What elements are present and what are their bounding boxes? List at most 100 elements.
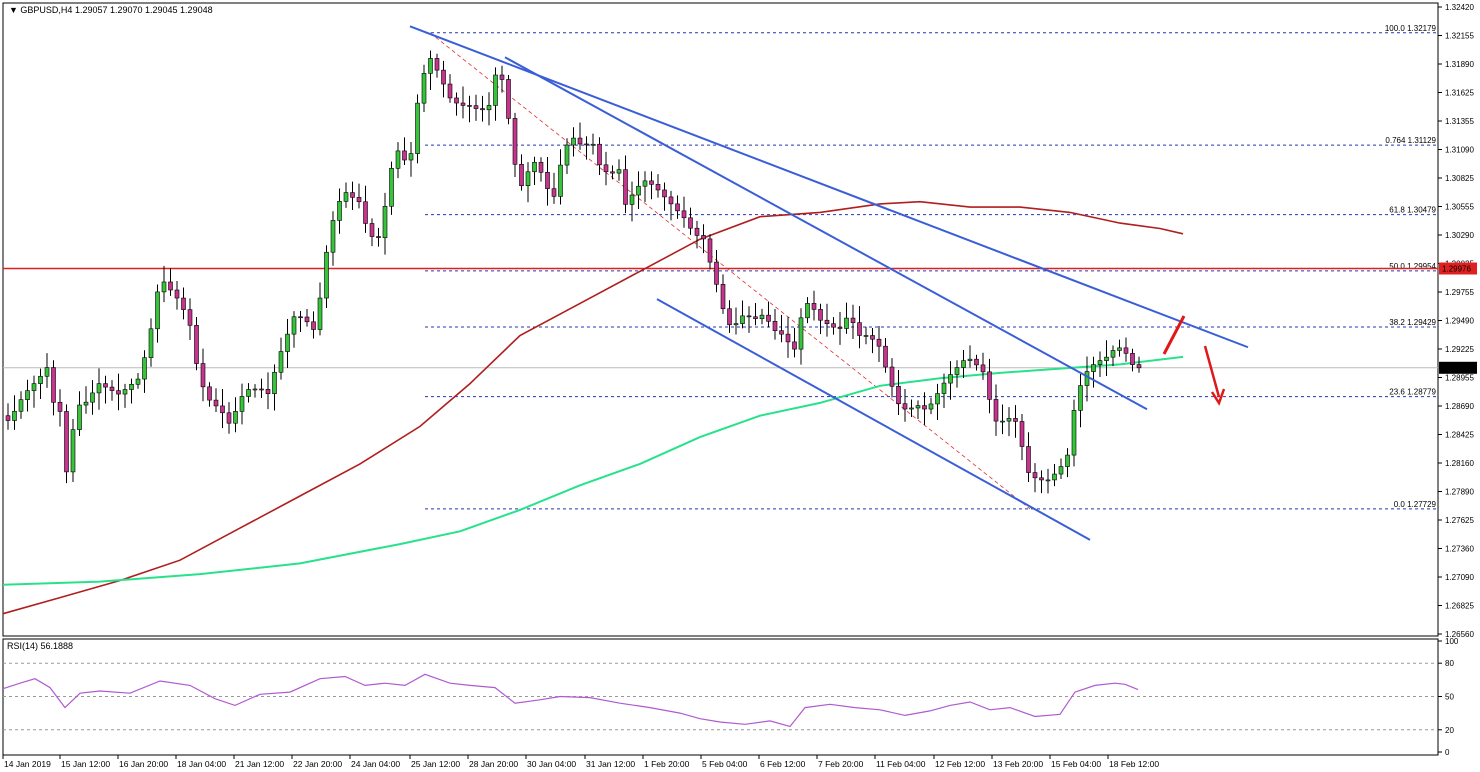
candlesticks — [5, 50, 1142, 494]
price-tick-label: 1.26825 — [1445, 602, 1474, 611]
fib-label: 100.0 1.32179 — [1385, 24, 1437, 33]
rsi-tick-label: 20 — [1445, 726, 1454, 735]
bear-candle — [883, 345, 888, 368]
bull-candle — [1052, 473, 1057, 481]
bull-candle — [948, 374, 953, 384]
bull-candle — [558, 164, 563, 197]
bear-candle — [772, 321, 778, 331]
rsi-series — [2, 662, 1437, 731]
fib-label: 50.0 1.29954 — [1389, 262, 1436, 271]
bear-candle — [584, 143, 589, 146]
bear-candle — [668, 196, 674, 205]
up-arrow — [1162, 315, 1186, 355]
bear-candle — [980, 364, 986, 373]
bull-candle — [44, 367, 50, 377]
bear-candle — [454, 97, 459, 104]
bear-candle — [551, 188, 557, 197]
bull-candle — [616, 169, 622, 174]
bear-candle — [473, 105, 479, 109]
bear-candle — [681, 210, 687, 219]
ma-100-line — [2, 200, 1184, 615]
bull-candle — [25, 390, 30, 400]
bull-candle — [1078, 385, 1083, 411]
bear-candle — [974, 358, 979, 366]
bear-candle — [714, 261, 719, 285]
date-tick-label: 5 Feb 04:00 — [702, 759, 748, 769]
price-tick-label: 1.28690 — [1445, 402, 1474, 411]
bull-candle — [83, 401, 89, 406]
bull-candle — [330, 220, 336, 253]
price-tick-label: 1.29225 — [1445, 345, 1474, 354]
bear-candle — [1026, 446, 1031, 473]
bull-candle — [590, 143, 596, 146]
bull-candle — [967, 358, 973, 361]
date-tick-label: 13 Feb 20:00 — [993, 759, 1043, 769]
bear-candle — [538, 161, 544, 173]
resistance-price-label: 1.29976 — [1442, 264, 1471, 273]
bull-candle — [532, 161, 537, 173]
fib-label: 0.0 1.27729 — [1394, 500, 1437, 509]
bear-candle — [350, 192, 355, 198]
bull-candle — [909, 407, 914, 410]
bull-candle — [733, 323, 739, 326]
bear-candle — [1136, 364, 1142, 369]
bear-candle — [577, 137, 583, 145]
bull-candle — [129, 383, 134, 390]
bull-candle — [272, 371, 277, 394]
rsi-tick-label: 80 — [1445, 659, 1454, 668]
bull-candle — [12, 410, 17, 421]
date-tick-label: 7 Feb 20:00 — [818, 759, 864, 769]
rsi-axis: 100 80 50 20 0 — [1438, 637, 1459, 757]
price-tick-label: 1.31355 — [1445, 117, 1474, 126]
rsi-panel: RSI(14) 56.1888 — [2, 638, 1439, 756]
bull-candle — [343, 192, 349, 202]
price-tick-label: 1.27890 — [1445, 488, 1474, 497]
bull-candle — [18, 399, 24, 412]
bear-candle — [662, 189, 667, 198]
bear-candle — [168, 281, 173, 291]
fib-label: 38.2 1.29429 — [1389, 318, 1436, 327]
bull-candle — [317, 297, 323, 330]
bear-candle — [727, 308, 732, 326]
trendline-2 — [504, 56, 1148, 411]
bear-candle — [811, 303, 817, 310]
bull-candle — [382, 206, 388, 238]
bear-candle — [265, 389, 271, 394]
rsi-label: RSI(14) 56.1888 — [7, 641, 73, 651]
bear-candle — [207, 386, 212, 401]
price-tick-label: 1.31625 — [1445, 89, 1474, 98]
bull-candle — [142, 357, 147, 380]
date-tick-label: 25 Jan 12:00 — [411, 759, 460, 769]
price-tick-label: 1.30825 — [1445, 174, 1474, 183]
fib-label: 23.6 1.28779 — [1389, 388, 1436, 397]
bull-candle — [493, 74, 498, 106]
bear-candle — [707, 238, 713, 263]
bull-candle — [389, 167, 394, 207]
bull-candle — [1097, 360, 1103, 365]
bear-candle — [434, 58, 440, 71]
bear-candle — [298, 316, 303, 319]
date-tick-label: 16 Jan 20:00 — [119, 759, 168, 769]
bull-candle — [915, 405, 921, 409]
date-tick-label: 22 Jan 20:00 — [293, 759, 342, 769]
bear-candle — [993, 399, 999, 422]
price-tick-label: 1.28425 — [1445, 431, 1474, 440]
bear-candle — [896, 386, 901, 404]
fib-anchor-line — [429, 32, 1031, 510]
bear-candle — [181, 297, 186, 310]
bear-candle — [1019, 421, 1025, 447]
bear-candle — [480, 108, 485, 111]
bull-candle — [525, 171, 531, 186]
bear-candle — [824, 319, 830, 325]
bull-candle — [954, 367, 960, 375]
bear-candle — [304, 316, 310, 323]
bull-candle — [1000, 420, 1005, 423]
bear-candle — [174, 289, 180, 299]
bull-candle — [629, 194, 635, 205]
bear-candle — [109, 386, 115, 391]
bear-candle — [655, 184, 661, 191]
bear-candle — [512, 118, 518, 165]
bull-candle — [395, 150, 401, 169]
bear-candle — [5, 415, 11, 421]
